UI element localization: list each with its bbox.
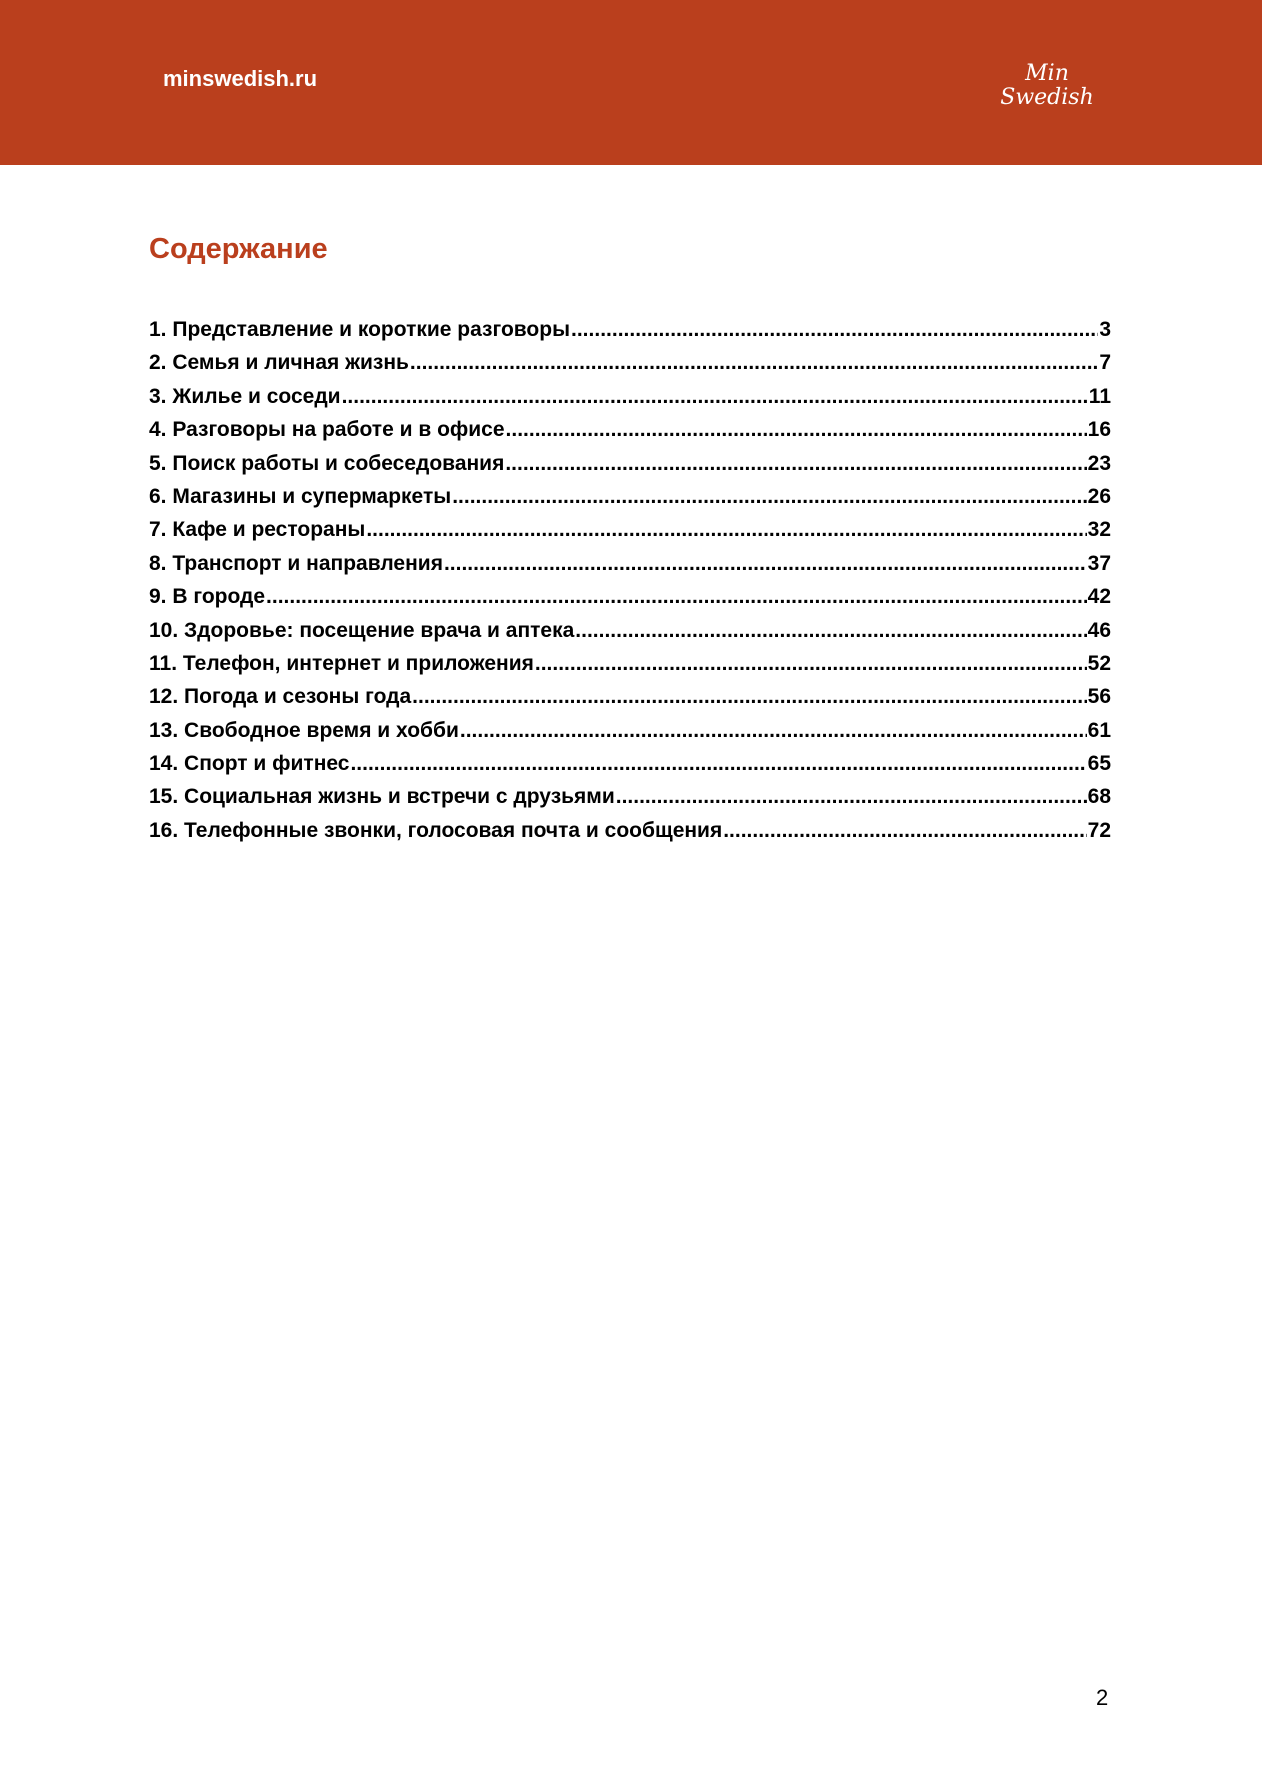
dot-leader: [444, 552, 1087, 576]
toc-entry-page: 3: [1099, 318, 1111, 341]
toc-entry[interactable]: 4. Разговоры на работе и в офисе 16: [149, 418, 1111, 451]
toc-entry-page: 23: [1087, 451, 1111, 475]
toc-entry[interactable]: 3. Жилье и соседи 11: [149, 385, 1111, 418]
toc-entry-title: 12. Погода и сезоны года: [149, 685, 412, 709]
toc-entry-title: 15. Социальная жизнь и встречи с друзьям…: [149, 785, 615, 809]
toc-entry-title: 7. Кафе и рестораны: [149, 518, 366, 542]
toc-entry[interactable]: 16. Телефонные звонки, голосовая почта и…: [149, 819, 1111, 852]
dot-leader: [350, 752, 1086, 776]
toc-entry-page: 11: [1088, 384, 1111, 408]
toc-entry-page: 56: [1087, 685, 1111, 709]
toc-entry[interactable]: 6. Магазины и супермаркеты 26: [149, 485, 1111, 518]
page-title: Содержание: [149, 233, 328, 265]
toc-entry-title: 14. Спорт и фитнес: [149, 752, 350, 776]
toc-entry-title: 8. Транспорт и направления: [149, 551, 443, 575]
dot-leader: [616, 785, 1087, 809]
site-url[interactable]: minswedish.ru: [163, 66, 318, 91]
toc-entry-page: 7: [1099, 351, 1111, 375]
toc-entry-title: 1. Представление и короткие разговоры: [149, 318, 571, 341]
dot-leader: [571, 318, 1098, 342]
dot-leader: [575, 619, 1086, 643]
toc-entry-page: 68: [1087, 785, 1111, 809]
toc-entry[interactable]: 11. Телефон, интернет и приложения 52: [149, 652, 1111, 685]
toc-entry[interactable]: 10. Здоровье: посещение врача и аптека 46: [149, 619, 1111, 652]
toc-entry-title: 13. Свободное время и хобби: [149, 718, 459, 742]
page-number: 2: [1096, 1685, 1109, 1710]
toc-entry[interactable]: 1. Представление и короткие разговоры 3: [149, 318, 1111, 351]
toc-entry-page: 42: [1087, 585, 1111, 609]
toc-entry[interactable]: 9. В городе 42: [149, 585, 1111, 618]
dot-leader: [535, 652, 1087, 676]
toc-entry[interactable]: 13. Свободное время и хобби 61: [149, 719, 1111, 752]
dot-leader: [452, 485, 1086, 509]
dot-leader: [410, 351, 1098, 375]
toc-entry[interactable]: 14. Спорт и фитнес 65: [149, 752, 1111, 785]
dot-leader: [412, 685, 1086, 709]
dot-leader: [342, 385, 1088, 409]
toc-entry-page: 32: [1087, 518, 1111, 542]
toc-entry-page: 72: [1087, 818, 1111, 842]
toc-entry[interactable]: 5. Поиск работы и собеседования 23: [149, 452, 1111, 485]
dot-leader: [366, 518, 1086, 542]
toc-entry[interactable]: 7. Кафе и рестораны 32: [149, 518, 1111, 551]
toc-entry-page: 46: [1087, 618, 1111, 642]
dot-leader: [460, 719, 1087, 743]
toc-entry-page: 52: [1087, 651, 1111, 675]
logo-line-2: Swedish: [1000, 85, 1094, 110]
toc-entry-page: 26: [1087, 484, 1111, 508]
toc-entry-page: 37: [1087, 551, 1111, 575]
dot-leader: [723, 819, 1086, 843]
toc-entry-title: 11. Телефон, интернет и приложения: [149, 651, 534, 675]
toc-entry[interactable]: 15. Социальная жизнь и встречи с друзьям…: [149, 785, 1111, 818]
dot-leader: [506, 418, 1087, 442]
toc-entry-title: 16. Телефонные звонки, голосовая почта и…: [149, 818, 723, 842]
dot-leader: [505, 452, 1086, 476]
toc-entry-title: 5. Поиск работы и собеседования: [149, 451, 505, 475]
page-header: minswedish.ru Min Swedish: [0, 0, 1262, 165]
toc-entry-page: 65: [1087, 752, 1111, 776]
toc-entry-page: 16: [1087, 418, 1111, 442]
toc-entry[interactable]: 12. Погода и сезоны года 56: [149, 685, 1111, 718]
toc-entry[interactable]: 8. Транспорт и направления 37: [149, 552, 1111, 585]
toc-entry-title: 3. Жилье и соседи: [149, 384, 341, 408]
dot-leader: [266, 585, 1087, 609]
toc-entry-title: 6. Магазины и супермаркеты: [149, 484, 452, 508]
toc-entry-title: 10. Здоровье: посещение врача и аптека: [149, 618, 575, 642]
toc-entry[interactable]: 2. Семья и личная жизнь 7: [149, 351, 1111, 384]
table-of-contents: 1. Представление и короткие разговоры 3 2.…: [149, 318, 1111, 852]
min-swedish-logo: Min Swedish: [995, 62, 1099, 110]
toc-entry-title: 9. В городе: [149, 585, 266, 609]
toc-entry-title: 4. Разговоры на работе и в офисе: [149, 418, 505, 442]
toc-entry-title: 2. Семья и личная жизнь: [149, 351, 409, 375]
toc-entry-page: 61: [1087, 718, 1111, 742]
logo-line-1: Min: [1025, 61, 1069, 86]
